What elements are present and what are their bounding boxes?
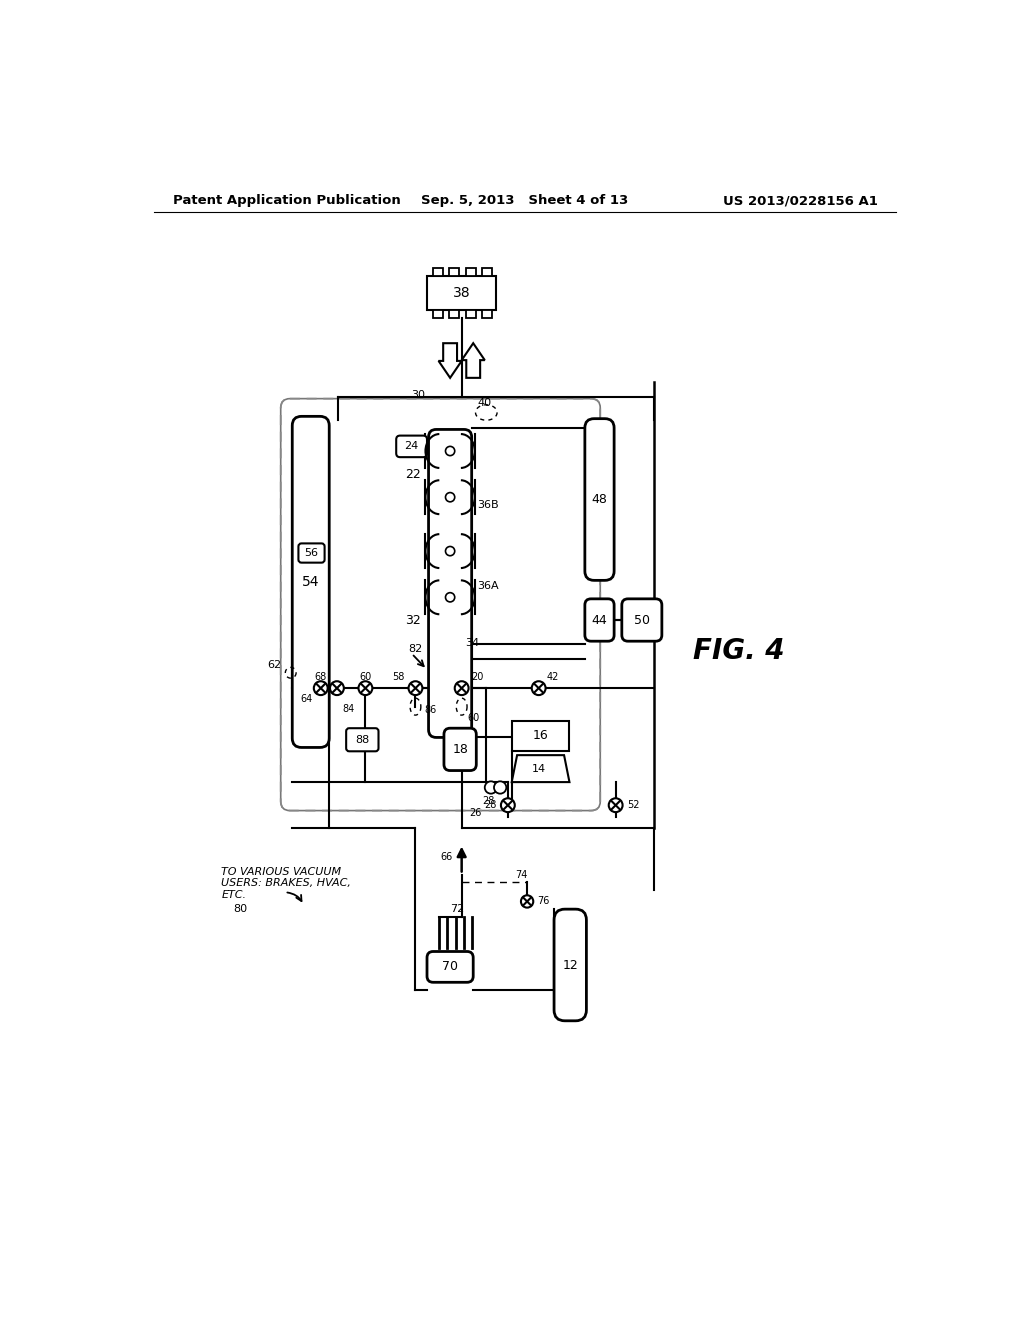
- Circle shape: [484, 781, 497, 793]
- Circle shape: [501, 799, 515, 812]
- Text: 20: 20: [471, 672, 483, 682]
- Text: 48: 48: [592, 492, 607, 506]
- Circle shape: [608, 799, 623, 812]
- Circle shape: [445, 546, 455, 556]
- Text: 14: 14: [531, 764, 546, 774]
- Bar: [466, 268, 475, 276]
- FancyBboxPatch shape: [554, 909, 587, 1020]
- Text: TO VARIOUS VACUUM
USERS: BRAKES, HVAC,
ETC.: TO VARIOUS VACUUM USERS: BRAKES, HVAC, E…: [221, 867, 351, 900]
- Circle shape: [494, 781, 506, 793]
- Text: 58: 58: [392, 672, 404, 682]
- Bar: [481, 310, 492, 318]
- Text: 18: 18: [453, 743, 468, 756]
- Text: 16: 16: [532, 730, 548, 742]
- Text: 12: 12: [562, 958, 579, 972]
- Bar: [481, 268, 492, 276]
- Text: 56: 56: [304, 548, 318, 557]
- Bar: [427, 276, 497, 310]
- Text: 32: 32: [406, 614, 421, 627]
- Circle shape: [330, 681, 344, 696]
- Text: US 2013/0228156 A1: US 2013/0228156 A1: [723, 194, 878, 207]
- Bar: [450, 310, 460, 318]
- Bar: [450, 268, 460, 276]
- Text: 70: 70: [442, 961, 458, 973]
- Polygon shape: [512, 721, 569, 751]
- Circle shape: [445, 446, 455, 455]
- FancyBboxPatch shape: [585, 599, 614, 642]
- Text: 24: 24: [404, 441, 419, 451]
- Text: Patent Application Publication: Patent Application Publication: [173, 194, 400, 207]
- Text: 88: 88: [355, 735, 370, 744]
- Polygon shape: [512, 755, 569, 781]
- Text: 66: 66: [440, 851, 453, 862]
- Text: 74: 74: [515, 870, 528, 879]
- Bar: [466, 310, 475, 318]
- Text: 36B: 36B: [477, 500, 499, 510]
- Circle shape: [455, 681, 469, 696]
- Text: 68: 68: [314, 672, 326, 682]
- Text: 28: 28: [484, 800, 497, 810]
- Text: 40: 40: [478, 399, 492, 408]
- Text: 36A: 36A: [477, 581, 499, 591]
- Text: 84: 84: [342, 704, 354, 714]
- Text: 42: 42: [547, 672, 559, 682]
- Circle shape: [358, 681, 373, 696]
- FancyBboxPatch shape: [346, 729, 379, 751]
- Text: 60: 60: [467, 713, 479, 723]
- Circle shape: [531, 681, 546, 696]
- Text: 38: 38: [453, 286, 470, 300]
- Text: 60: 60: [359, 672, 372, 682]
- Bar: [433, 268, 443, 276]
- Text: 50: 50: [634, 614, 650, 627]
- FancyBboxPatch shape: [298, 544, 325, 562]
- Text: 52: 52: [628, 800, 640, 810]
- Text: 86: 86: [425, 705, 437, 714]
- Circle shape: [521, 895, 534, 908]
- FancyBboxPatch shape: [444, 729, 476, 771]
- FancyBboxPatch shape: [429, 429, 472, 738]
- Circle shape: [445, 492, 455, 502]
- Polygon shape: [462, 343, 484, 378]
- Bar: [433, 310, 443, 318]
- Text: 22: 22: [406, 467, 421, 480]
- Text: Sep. 5, 2013   Sheet 4 of 13: Sep. 5, 2013 Sheet 4 of 13: [421, 194, 629, 207]
- Text: 62: 62: [267, 660, 282, 671]
- FancyBboxPatch shape: [622, 599, 662, 642]
- Text: 80: 80: [233, 904, 247, 915]
- Text: 30: 30: [411, 389, 425, 400]
- Polygon shape: [438, 343, 462, 378]
- Text: 34: 34: [466, 639, 479, 648]
- FancyBboxPatch shape: [427, 952, 473, 982]
- FancyBboxPatch shape: [585, 418, 614, 581]
- Text: 54: 54: [302, 576, 319, 589]
- FancyBboxPatch shape: [396, 436, 427, 457]
- Text: 26: 26: [469, 808, 481, 818]
- Text: 72: 72: [451, 904, 464, 915]
- Text: FIG. 4: FIG. 4: [692, 638, 784, 665]
- Circle shape: [445, 593, 455, 602]
- Text: 76: 76: [538, 896, 550, 907]
- FancyBboxPatch shape: [292, 416, 330, 747]
- Circle shape: [409, 681, 422, 696]
- Circle shape: [313, 681, 328, 696]
- Text: 44: 44: [592, 614, 607, 627]
- Text: 64: 64: [301, 694, 313, 704]
- Text: 82: 82: [409, 644, 423, 653]
- Text: 28: 28: [482, 796, 495, 807]
